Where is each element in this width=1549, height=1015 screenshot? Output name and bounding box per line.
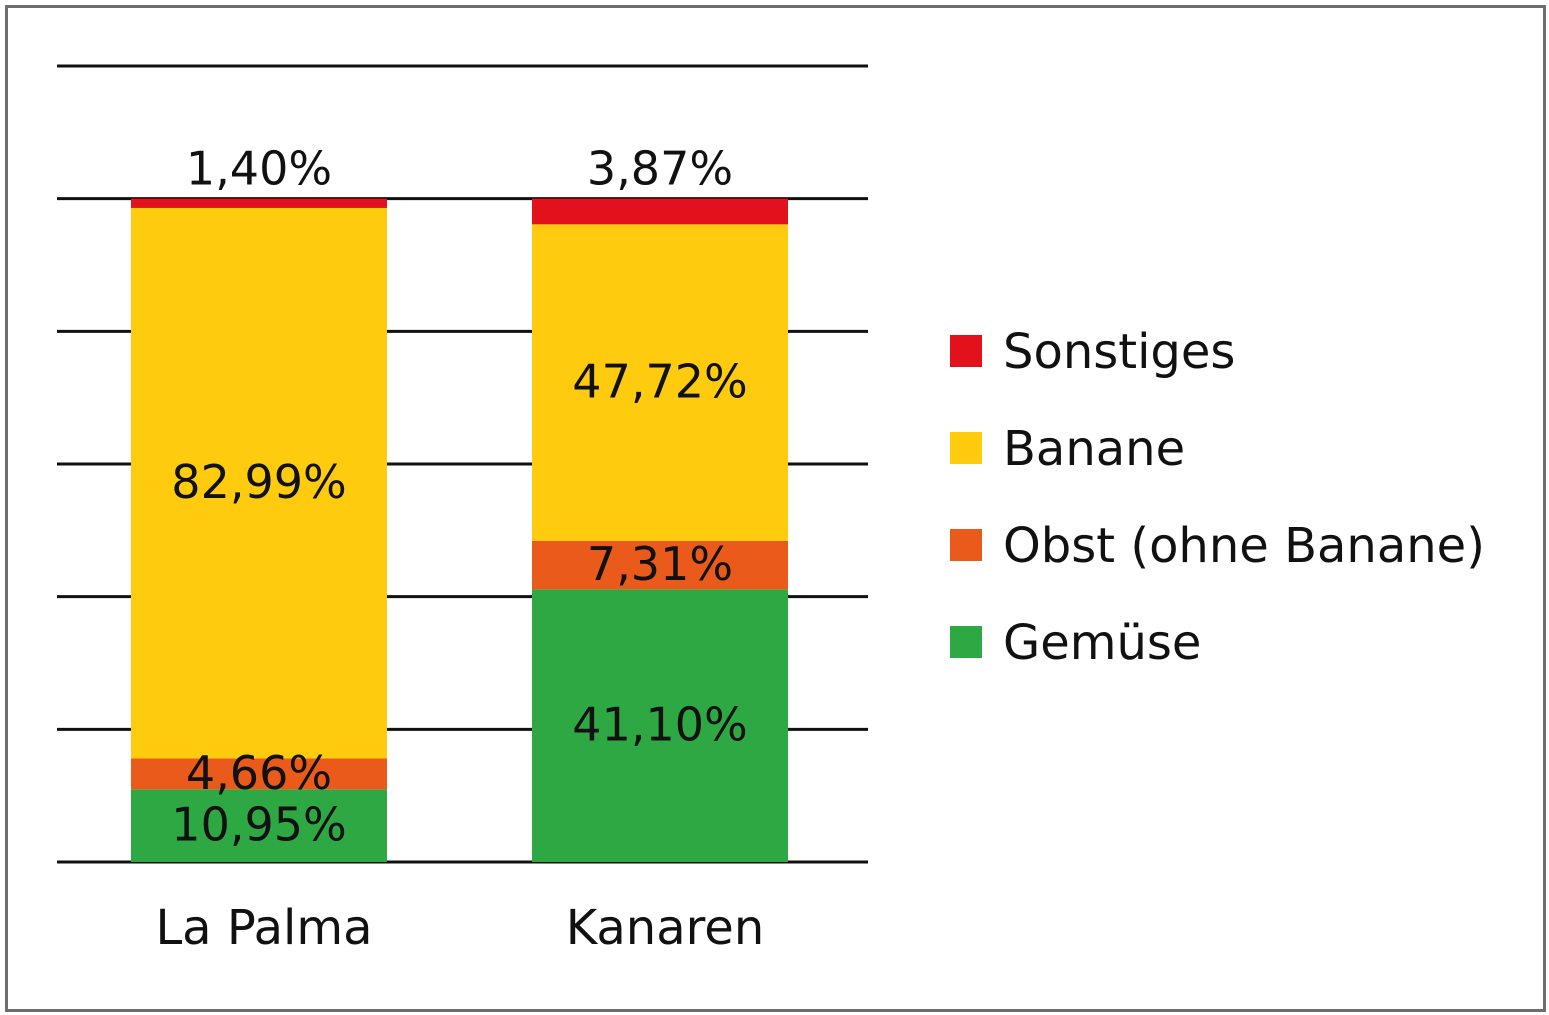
bar-la-palma-sonstiges (131, 198, 387, 208)
bar-la-palma-banane (131, 207, 387, 759)
data-label-kanaren-gemüse: 41,10% (572, 698, 747, 752)
x-tick-labels: La Palma Kanaren (155, 900, 764, 956)
bar-kanaren-banane (532, 224, 788, 541)
bar-la-palma-obst-ohne-banane (131, 758, 387, 790)
data-labels: 10,95%4,66% 82,99% 1,40% 41,10% 7,31% 47,72% 3… (171, 142, 747, 852)
bar-kanaren-sonstiges (532, 198, 788, 225)
bar-kanaren-gemüse (532, 589, 788, 862)
legend-label-gemüse: Gemüse (1003, 615, 1201, 671)
legend-swatch-gemüse (950, 626, 982, 658)
bars (131, 198, 788, 862)
legend-label-banane: Banane (1003, 421, 1185, 477)
legend-swatch-obst-ohne-banane (950, 529, 982, 561)
data-label-la-palma-sonstiges: 1,40% (186, 142, 332, 196)
data-label-la-palma-obst-ohne-banane: 4,66% (186, 746, 332, 800)
legend: Sonstiges Banane Obst (ohne Banane) Gemüse (950, 324, 1485, 671)
bar-la-palma-gemüse (131, 789, 387, 862)
x-tick-label-la-palma: La Palma (155, 900, 372, 956)
legend-swatch-sonstiges (950, 335, 982, 367)
legend-label-obst-ohne-banane: Obst (ohne Banane) (1003, 518, 1485, 574)
data-label-kanaren-sonstiges: 3,87% (587, 142, 733, 196)
legend-swatch-banane (950, 432, 982, 464)
data-label-la-palma-gemüse: 10,95% (171, 798, 346, 852)
bar-kanaren-obst-ohne-banane (532, 540, 788, 590)
data-label-kanaren-obst-ohne-banane: 7,31% (587, 537, 733, 591)
data-label-la-palma-banane: 82,99% (171, 455, 346, 509)
x-tick-label-kanaren: Kanaren (566, 900, 765, 956)
legend-label-sonstiges: Sonstiges (1003, 324, 1235, 380)
data-label-kanaren-banane: 47,72% (572, 355, 747, 409)
